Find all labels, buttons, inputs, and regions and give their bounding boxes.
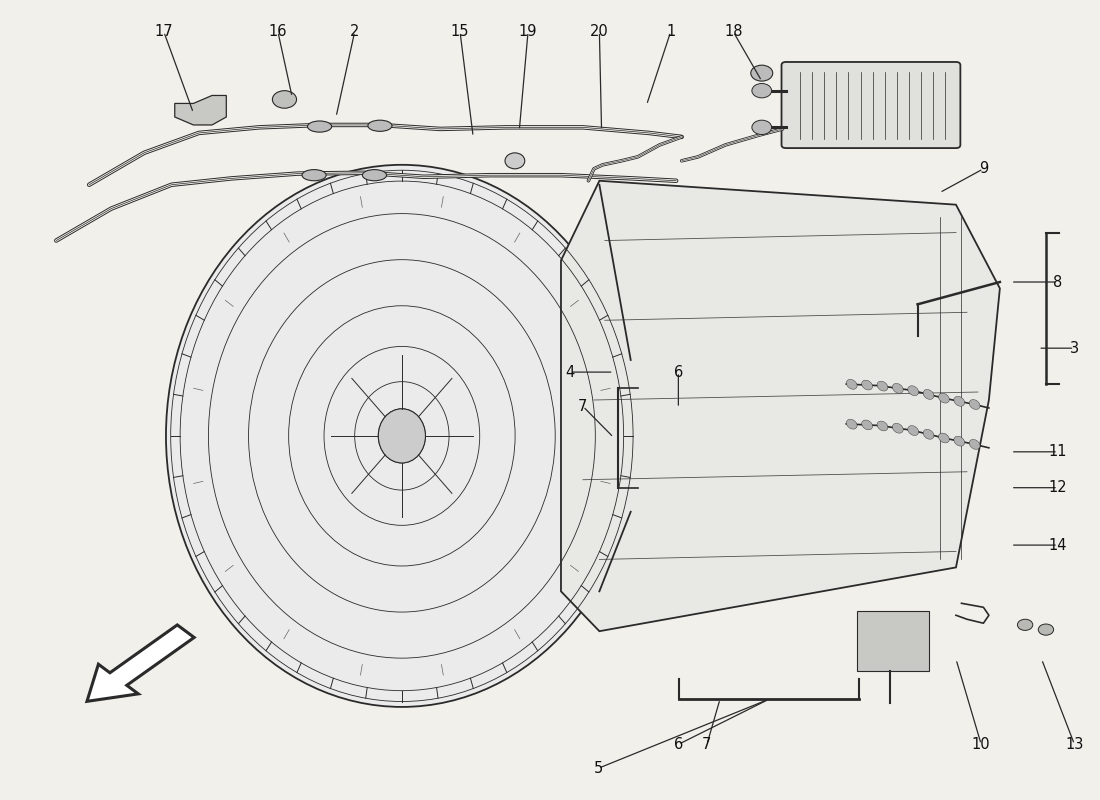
Text: 14: 14 [1048, 538, 1067, 553]
Ellipse shape [362, 170, 386, 181]
Ellipse shape [877, 421, 888, 431]
Ellipse shape [969, 439, 980, 450]
Circle shape [1038, 624, 1054, 635]
Ellipse shape [308, 121, 332, 132]
Text: 11: 11 [1048, 444, 1067, 459]
Ellipse shape [302, 170, 327, 181]
Text: 19: 19 [519, 24, 537, 39]
Ellipse shape [892, 423, 903, 433]
Text: 17: 17 [154, 24, 173, 39]
Circle shape [751, 65, 772, 81]
Ellipse shape [892, 383, 903, 394]
Ellipse shape [908, 426, 918, 435]
Text: 12: 12 [1048, 480, 1067, 495]
Text: 2: 2 [350, 24, 360, 39]
Text: 6: 6 [673, 365, 683, 379]
Ellipse shape [367, 120, 392, 131]
Circle shape [1018, 619, 1033, 630]
Text: 20: 20 [590, 24, 608, 39]
Text: 16: 16 [268, 24, 287, 39]
Ellipse shape [505, 153, 525, 169]
Polygon shape [175, 95, 227, 125]
Text: 8: 8 [1054, 274, 1063, 290]
Ellipse shape [938, 433, 949, 443]
Ellipse shape [846, 379, 857, 390]
Text: 13: 13 [1065, 737, 1084, 752]
Text: 1: 1 [667, 24, 675, 39]
Text: 10: 10 [972, 737, 990, 752]
Ellipse shape [969, 399, 980, 410]
Ellipse shape [923, 390, 934, 399]
Text: 5: 5 [594, 761, 603, 776]
Ellipse shape [861, 380, 872, 390]
Ellipse shape [861, 420, 872, 430]
Circle shape [273, 90, 297, 108]
Text: 7: 7 [702, 737, 712, 752]
FancyBboxPatch shape [781, 62, 960, 148]
Text: 3: 3 [1070, 341, 1079, 356]
Ellipse shape [877, 381, 888, 391]
Ellipse shape [923, 430, 934, 439]
Circle shape [752, 83, 771, 98]
Bar [857, 611, 928, 671]
Text: 18: 18 [724, 24, 743, 39]
Text: 7: 7 [579, 399, 587, 414]
Text: 9: 9 [979, 162, 988, 176]
Ellipse shape [954, 396, 965, 406]
Text: 15: 15 [451, 24, 470, 39]
Polygon shape [561, 181, 1000, 631]
Text: 6: 6 [673, 737, 683, 752]
FancyArrow shape [87, 625, 195, 702]
Ellipse shape [166, 165, 638, 707]
Ellipse shape [954, 436, 965, 446]
Ellipse shape [908, 386, 918, 396]
Text: 4: 4 [565, 365, 574, 379]
Ellipse shape [378, 409, 426, 463]
Circle shape [752, 120, 771, 134]
Ellipse shape [846, 419, 857, 429]
Ellipse shape [938, 394, 949, 403]
